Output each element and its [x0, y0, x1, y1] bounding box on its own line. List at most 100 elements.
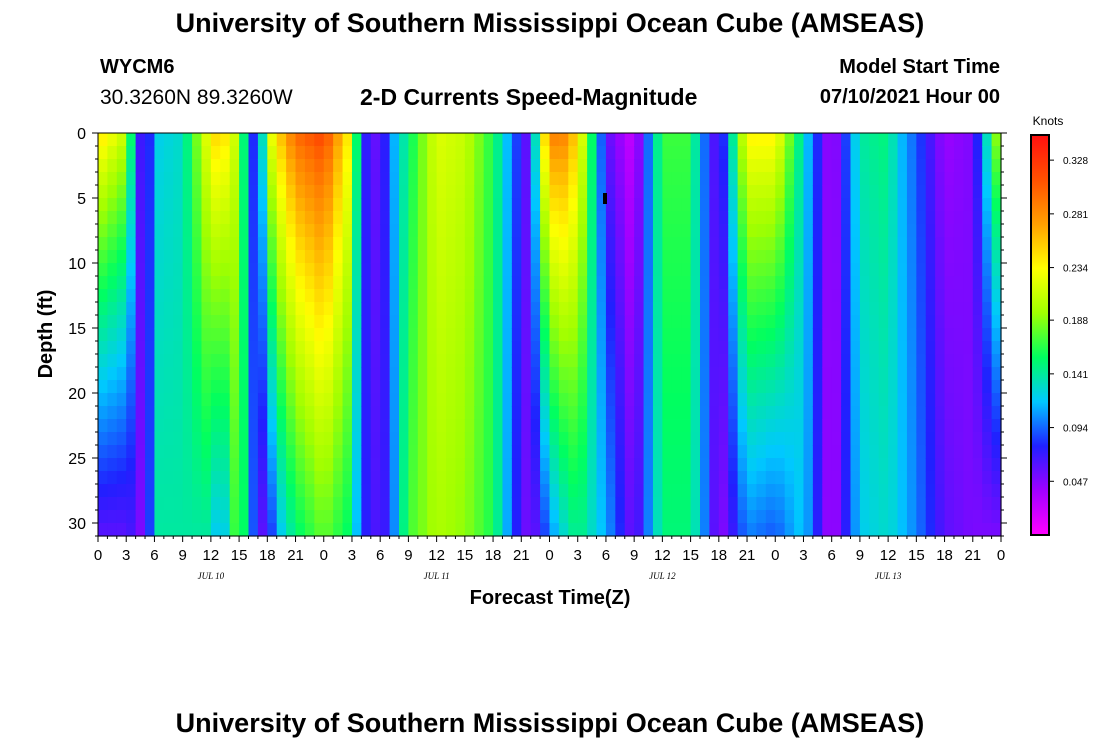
- heatmap-cell: [982, 315, 993, 329]
- heatmap-cell: [869, 133, 880, 147]
- heatmap-cell: [935, 432, 946, 446]
- heatmap-cell: [549, 302, 560, 316]
- heatmap-cell: [474, 354, 485, 368]
- heatmap-cell: [549, 406, 560, 420]
- heatmap-cell: [991, 497, 1002, 511]
- heatmap-cell: [295, 367, 306, 381]
- heatmap-cell: [314, 237, 325, 251]
- heatmap-cell: [455, 328, 466, 342]
- heatmap-cell: [229, 484, 240, 498]
- heatmap-cell: [972, 523, 983, 537]
- heatmap-cell: [248, 289, 259, 303]
- heatmap-cell: [850, 302, 861, 316]
- heatmap-cell: [841, 341, 852, 355]
- heatmap-cell: [361, 458, 372, 472]
- heatmap-cell: [239, 471, 250, 485]
- heatmap-cell: [201, 276, 212, 290]
- heatmap-cell: [502, 315, 513, 329]
- heatmap-cell: [784, 419, 795, 433]
- heatmap-cell: [916, 250, 927, 264]
- heatmap-cell: [540, 302, 551, 316]
- heatmap-cell: [897, 133, 908, 147]
- heatmap-cell: [558, 263, 569, 277]
- heatmap-cell: [859, 185, 870, 199]
- heatmap-cell: [615, 406, 626, 420]
- heatmap-cell: [399, 471, 410, 485]
- heatmap-cell: [953, 211, 964, 225]
- heatmap-cell: [991, 406, 1002, 420]
- heatmap-cell: [267, 497, 278, 511]
- heatmap-cell: [953, 367, 964, 381]
- heatmap-cell: [634, 302, 645, 316]
- heatmap-cell: [596, 237, 607, 251]
- heatmap-cell: [342, 445, 353, 459]
- heatmap-cell: [859, 289, 870, 303]
- heatmap-cell: [859, 458, 870, 472]
- heatmap-cell: [276, 523, 287, 537]
- heatmap-cell: [502, 289, 513, 303]
- heatmap-cell: [399, 146, 410, 160]
- heatmap-cell: [154, 510, 165, 524]
- heatmap-cell: [615, 250, 626, 264]
- heatmap-cell: [906, 484, 917, 498]
- heatmap-cell: [765, 328, 776, 342]
- heatmap-cell: [370, 406, 381, 420]
- heatmap-cell: [765, 445, 776, 459]
- heatmap-cell: [267, 458, 278, 472]
- heatmap-cell: [549, 328, 560, 342]
- heatmap-cell: [248, 263, 259, 277]
- heatmap-cell: [803, 354, 814, 368]
- heatmap-cell: [192, 458, 203, 472]
- heatmap-cell: [135, 198, 146, 212]
- heatmap-cell: [549, 185, 560, 199]
- heatmap-cell: [568, 276, 579, 290]
- heatmap-cell: [972, 172, 983, 186]
- heatmap-cell: [803, 471, 814, 485]
- heatmap-cell: [859, 250, 870, 264]
- heatmap-cell: [605, 224, 616, 238]
- heatmap-cell: [182, 315, 193, 329]
- heatmap-cell: [662, 276, 673, 290]
- heatmap-cell: [342, 146, 353, 160]
- heatmap-cell: [953, 484, 964, 498]
- x-tick-label: 15: [457, 547, 474, 564]
- heatmap-cell: [239, 211, 250, 225]
- heatmap-cell: [897, 211, 908, 225]
- heatmap-cell: [888, 380, 899, 394]
- heatmap-cell: [841, 172, 852, 186]
- heatmap-cell: [192, 315, 203, 329]
- heatmap-cell: [107, 328, 118, 342]
- heatmap-cell: [822, 523, 833, 537]
- heatmap-cell: [116, 393, 127, 407]
- heatmap-cell: [135, 510, 146, 524]
- heatmap-cell: [361, 185, 372, 199]
- heatmap-cell: [794, 250, 805, 264]
- heatmap-cell: [389, 263, 400, 277]
- heatmap-cell: [116, 276, 127, 290]
- heatmap-cell: [267, 484, 278, 498]
- heatmap-cell: [126, 185, 137, 199]
- heatmap-cell: [399, 484, 410, 498]
- heatmap-cell: [822, 146, 833, 160]
- heatmap-cell: [953, 393, 964, 407]
- heatmap-cell: [154, 406, 165, 420]
- heatmap-cell: [765, 185, 776, 199]
- heatmap-cell: [304, 250, 315, 264]
- heatmap-cell: [502, 211, 513, 225]
- heatmap-cell: [483, 250, 494, 264]
- heatmap-cell: [98, 211, 109, 225]
- heatmap-cell: [681, 393, 692, 407]
- heatmap-cell: [634, 289, 645, 303]
- heatmap-cell: [982, 224, 993, 238]
- heatmap-cell: [831, 185, 842, 199]
- heatmap-cell: [925, 471, 936, 485]
- heatmap-cell: [173, 146, 184, 160]
- heatmap-cell: [794, 185, 805, 199]
- heatmap-cell: [944, 289, 955, 303]
- heatmap-cell: [436, 289, 447, 303]
- heatmap-cell: [436, 523, 447, 537]
- heatmap-cell: [173, 510, 184, 524]
- x-tick-label: 12: [654, 547, 671, 564]
- heatmap-cell: [408, 198, 419, 212]
- heatmap-cell: [333, 250, 344, 264]
